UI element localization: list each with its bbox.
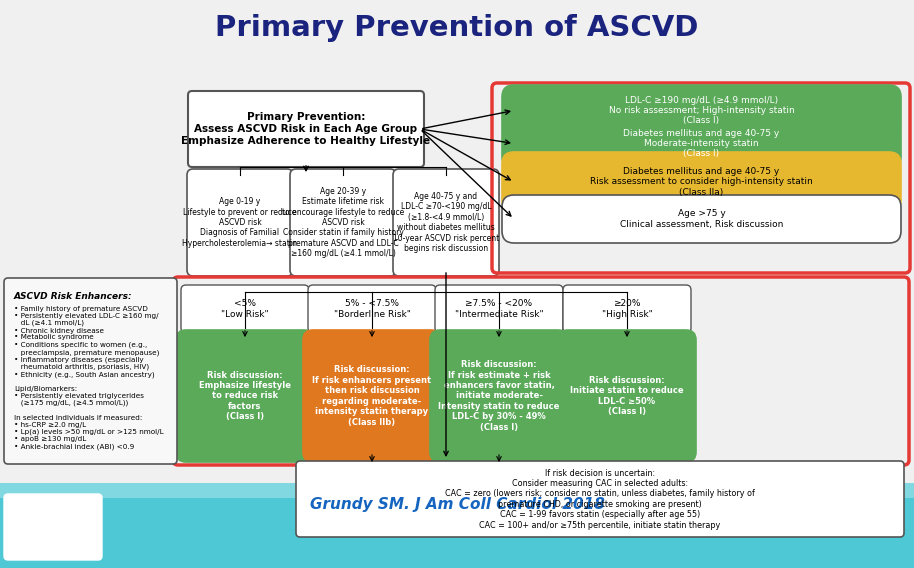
Text: <5%
"Low Risk": <5% "Low Risk" (221, 299, 269, 319)
FancyBboxPatch shape (4, 278, 177, 464)
Text: ≥7.5% - <20%
"Intermediate Risk": ≥7.5% - <20% "Intermediate Risk" (454, 299, 543, 319)
FancyBboxPatch shape (4, 494, 102, 560)
FancyBboxPatch shape (393, 169, 499, 276)
Text: ASCVD Risk Enhancers:: ASCVD Risk Enhancers: (14, 292, 133, 301)
Text: Diabetes mellitus and age 40-75 y
Moderate-intensity statin
(Class I): Diabetes mellitus and age 40-75 y Modera… (623, 128, 780, 158)
FancyBboxPatch shape (430, 330, 568, 462)
Text: ACC.: ACC. (16, 510, 90, 538)
Text: Diabetes mellitus and age 40-75 y
Risk assessment to consider high-intensity sta: Diabetes mellitus and age 40-75 y Risk a… (590, 167, 813, 197)
FancyBboxPatch shape (502, 195, 901, 243)
FancyBboxPatch shape (188, 91, 424, 167)
Text: Age >75 y
Clinical assessment, Risk discussion: Age >75 y Clinical assessment, Risk disc… (620, 209, 783, 229)
Text: 5% - <7.5%
"Borderline Risk": 5% - <7.5% "Borderline Risk" (334, 299, 410, 319)
Text: Age 0-19 y
Lifestyle to prevent or reduce
ASCVD risk
Diagnosis of Familial
Hyper: Age 0-19 y Lifestyle to prevent or reduc… (183, 197, 297, 248)
FancyBboxPatch shape (558, 330, 696, 462)
FancyBboxPatch shape (176, 330, 314, 462)
Bar (0, 483, 914, 568)
FancyBboxPatch shape (181, 285, 309, 333)
Bar (0, 483, 914, 498)
Text: Risk discussion:
If risk estimate + risk
enhancers favor statin,
initiate modera: Risk discussion: If risk estimate + risk… (439, 360, 559, 432)
FancyBboxPatch shape (296, 461, 904, 537)
Text: Primary Prevention of ASCVD: Primary Prevention of ASCVD (216, 14, 698, 42)
FancyBboxPatch shape (303, 330, 441, 462)
Text: Age 20-39 y
Estimate lifetime risk
to encourage lifestyle to reduce
ASCVD risk
C: Age 20-39 y Estimate lifetime risk to en… (282, 187, 404, 258)
Text: LDL-C ≥190 mg/dL (≥4.9 mmol/L)
No risk assessment; High-intensity statin
(Class : LDL-C ≥190 mg/dL (≥4.9 mmol/L) No risk a… (609, 95, 794, 126)
FancyBboxPatch shape (502, 85, 901, 136)
Text: 21: 21 (58, 513, 101, 542)
Text: ≥20%
"High Risk": ≥20% "High Risk" (601, 299, 653, 319)
Text: Risk discussion:
If risk enhancers present
then risk discussion
regarding modera: Risk discussion: If risk enhancers prese… (313, 365, 431, 427)
Text: Risk discussion:
Initiate statin to reduce
LDL-C ≥50%
(Class I): Risk discussion: Initiate statin to redu… (570, 376, 684, 416)
Text: Risk discussion:
Emphasize lifestyle
to reduce risk
factors
(Class I): Risk discussion: Emphasize lifestyle to … (199, 371, 291, 421)
Text: • Family history of premature ASCVD
• Persistently elevated LDL-C ≥160 mg/
   dL: • Family history of premature ASCVD • Pe… (14, 306, 164, 449)
Text: If risk decision is uncertain:
Consider measuring CAC in selected adults:
CAC = : If risk decision is uncertain: Consider … (445, 469, 755, 529)
FancyBboxPatch shape (290, 169, 396, 276)
Text: Age 40-75 y and
LDL-C ≥70-<190 mg/dL
(≥1.8-<4.9 mmol/L)
without diabetes mellitu: Age 40-75 y and LDL-C ≥70-<190 mg/dL (≥1… (393, 192, 499, 253)
FancyBboxPatch shape (502, 118, 901, 169)
Text: Grundy SM. J Am Coll Cardiol 2018: Grundy SM. J Am Coll Cardiol 2018 (310, 498, 604, 512)
FancyBboxPatch shape (563, 285, 691, 333)
Text: Primary Prevention:
Assess ASCVD Risk in Each Age Group
Emphasize Adherence to H: Primary Prevention: Assess ASCVD Risk in… (182, 112, 430, 145)
FancyBboxPatch shape (308, 285, 436, 333)
FancyBboxPatch shape (187, 169, 293, 276)
FancyBboxPatch shape (435, 285, 563, 333)
FancyBboxPatch shape (502, 152, 901, 212)
